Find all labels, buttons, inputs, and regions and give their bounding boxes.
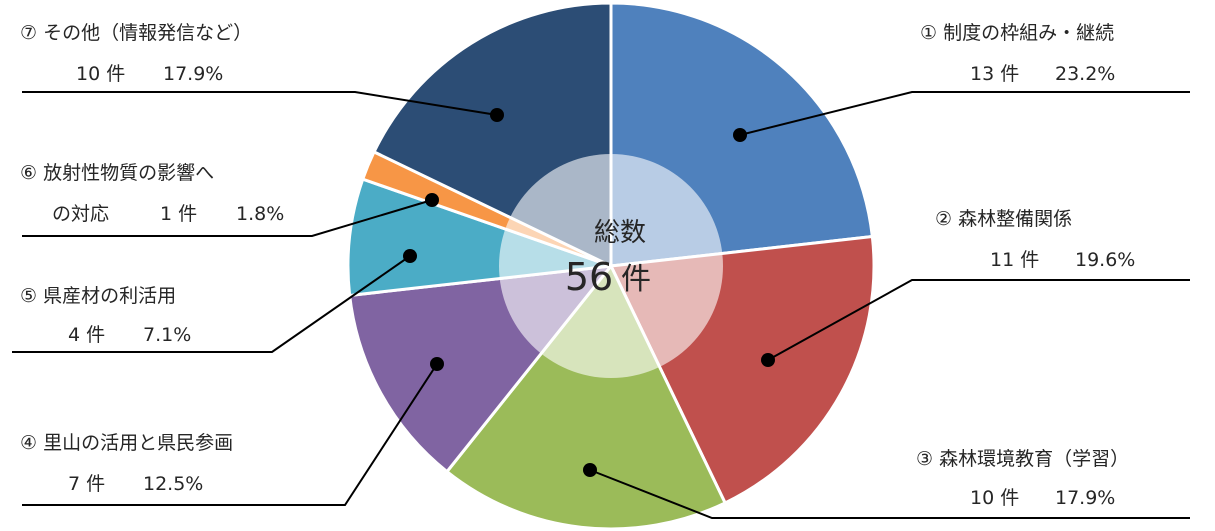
- leader-line-2: [767, 279, 1190, 361]
- slice-label-1-count: 13 件: [970, 63, 1019, 85]
- slice-label-4-name: ④ 里山の活用と県民参画: [20, 432, 233, 454]
- slice-label-2-name: ② 森林整備関係: [935, 208, 1072, 230]
- leader-line-5: [12, 255, 411, 353]
- pie-slice-3: [444, 263, 728, 531]
- slice-label-6-percent: 1.8%: [236, 203, 284, 225]
- center-hole: [499, 154, 723, 378]
- slice-label-4-count: 7 件: [68, 473, 105, 495]
- slice-label-3-name: ③ 森林環境教育（学習）: [916, 448, 1129, 470]
- leader-line-3: [589, 469, 1190, 519]
- slice-label-6-name-line1: ⑥ 放射性物質の影響へ: [20, 162, 214, 184]
- slice-label-1-name: ① 制度の枠組み・継続: [920, 22, 1114, 44]
- leader-dot-3: [583, 463, 597, 477]
- slice-label-7-count: 10 件: [76, 63, 125, 85]
- slice-label-6-count: 1 件: [160, 203, 197, 225]
- slice-label-2-count: 11 件: [990, 249, 1039, 271]
- leader-line-4: [22, 363, 438, 506]
- slice-label-5-percent: 7.1%: [143, 324, 191, 346]
- leader-dot-6: [425, 193, 439, 207]
- leader-dot-1: [733, 128, 747, 142]
- slice-label-7-name: ⑦ その他（情報発信など）: [20, 22, 252, 44]
- slice-label-5-count: 4 件: [68, 324, 105, 346]
- center-title: 総数: [594, 218, 646, 248]
- slice-label-7-percent: 17.9%: [163, 63, 223, 85]
- leader-dot-2: [761, 353, 775, 367]
- slice-label-3-percent: 17.9%: [1055, 487, 1115, 509]
- slice-label-5-name: ⑤ 県産材の利活用: [20, 285, 176, 307]
- leader-dot-4: [430, 357, 444, 371]
- slice-label-1-percent: 23.2%: [1055, 63, 1115, 85]
- leader-line-6: [22, 199, 433, 237]
- leader-line-1: [739, 91, 1190, 136]
- leader-dot-7: [490, 108, 504, 122]
- center-unit: 件: [621, 262, 651, 297]
- slice-label-2-percent: 19.6%: [1075, 249, 1135, 271]
- center-count: 56: [565, 255, 613, 299]
- leader-lines: [12, 91, 1190, 519]
- slice-label-6-name-line2: の対応: [52, 203, 109, 225]
- leader-line-7: [22, 91, 498, 116]
- leader-dot-5: [403, 249, 417, 263]
- slice-label-3-count: 10 件: [970, 487, 1019, 509]
- slice-label-4-percent: 12.5%: [143, 473, 203, 495]
